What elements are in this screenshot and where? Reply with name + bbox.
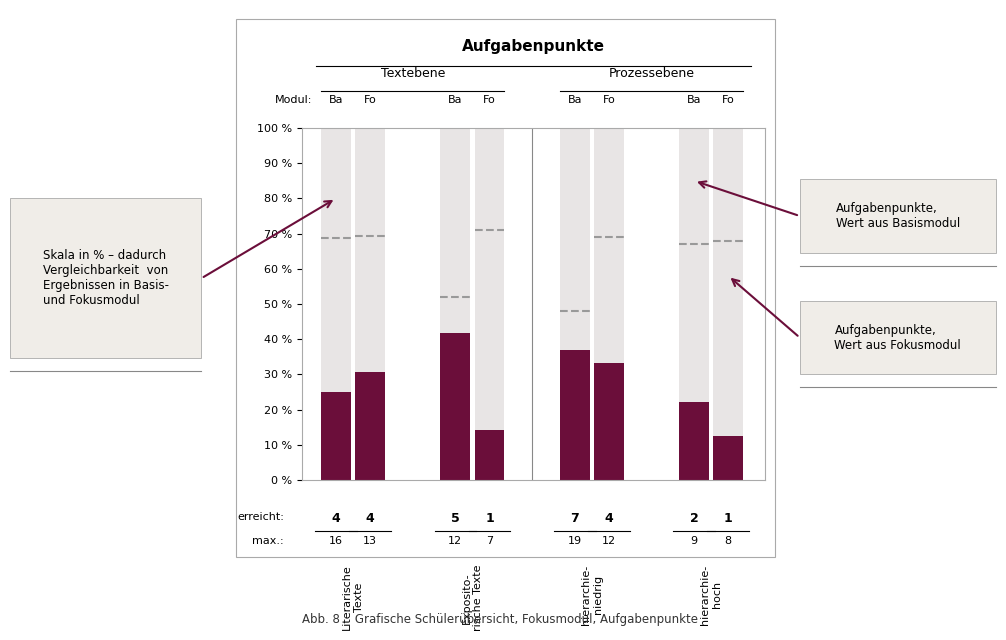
Text: Literarische
Texte: Literarische Texte: [342, 564, 364, 630]
Text: Aufgabenpunkte,
Wert aus Fokusmodul: Aufgabenpunkte, Wert aus Fokusmodul: [835, 324, 961, 351]
Text: Ba: Ba: [448, 95, 463, 105]
Text: 7: 7: [486, 536, 493, 547]
Bar: [594, 363, 624, 480]
Text: Ba: Ba: [687, 95, 701, 105]
Text: 1: 1: [724, 512, 732, 525]
Bar: [594, 128, 624, 480]
Bar: [441, 128, 470, 480]
Text: 9: 9: [691, 536, 698, 547]
Text: hierarchie-
hoch: hierarchie- hoch: [700, 564, 722, 625]
Text: 4: 4: [365, 512, 374, 525]
Text: 1: 1: [485, 512, 494, 525]
Bar: [441, 333, 470, 480]
Text: Fo: Fo: [483, 95, 496, 105]
Text: Textebene: Textebene: [380, 67, 445, 81]
Text: Fo: Fo: [722, 95, 734, 105]
Text: 16: 16: [329, 536, 343, 547]
Text: Skala in % – dadurch
Vergleichbarkeit  von
Ergebnissen in Basis-
und Fokusmodul: Skala in % – dadurch Vergleichbarkeit vo…: [42, 250, 169, 307]
Text: Ba: Ba: [329, 95, 343, 105]
Text: 5: 5: [451, 512, 460, 525]
Text: Aufgabenpunkte: Aufgabenpunkte: [462, 39, 605, 54]
Text: erreicht:: erreicht:: [237, 512, 284, 522]
Bar: [475, 128, 504, 480]
Bar: [559, 350, 590, 480]
Bar: [679, 128, 709, 480]
Text: 13: 13: [363, 536, 377, 547]
Text: Fo: Fo: [363, 95, 376, 105]
Bar: [713, 436, 743, 480]
Text: 4: 4: [332, 512, 340, 525]
Text: 2: 2: [690, 512, 698, 525]
Text: Aufgabenpunkte,
Wert aus Basismodul: Aufgabenpunkte, Wert aus Basismodul: [836, 202, 960, 230]
Bar: [559, 128, 590, 480]
Bar: [355, 372, 385, 480]
Bar: [321, 128, 351, 480]
Text: 19: 19: [567, 536, 581, 547]
Bar: [321, 392, 351, 480]
Text: 12: 12: [602, 536, 616, 547]
Text: Modul:: Modul:: [275, 95, 312, 105]
Text: 12: 12: [449, 536, 463, 547]
Text: max.:: max.:: [253, 536, 284, 547]
Text: 8: 8: [724, 536, 732, 547]
Text: Prozessebene: Prozessebene: [609, 67, 694, 81]
Text: Abb. 8    Grafische Schülerübersicht, Fokusmodul, Aufgabenpunkte: Abb. 8 Grafische Schülerübersicht, Fokus…: [302, 613, 698, 626]
Text: Fo: Fo: [603, 95, 616, 105]
Bar: [679, 402, 709, 480]
Text: Ba: Ba: [567, 95, 582, 105]
Bar: [355, 128, 385, 480]
Bar: [475, 429, 504, 480]
Text: hierarchie-
niedrig: hierarchie- niedrig: [581, 564, 603, 625]
Bar: [713, 128, 743, 480]
Text: 4: 4: [605, 512, 614, 525]
Text: 7: 7: [570, 512, 579, 525]
Text: Exposito-
rische Texte: Exposito- rische Texte: [462, 564, 483, 631]
